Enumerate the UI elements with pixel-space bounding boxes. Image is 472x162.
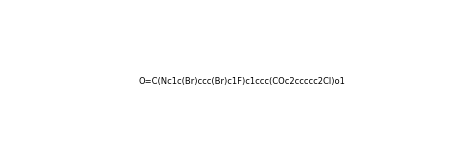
Text: O=C(Nc1c(Br)ccc(Br)c1F)c1ccc(COc2ccccc2Cl)o1: O=C(Nc1c(Br)ccc(Br)c1F)c1ccc(COc2ccccc2C… <box>138 77 346 86</box>
